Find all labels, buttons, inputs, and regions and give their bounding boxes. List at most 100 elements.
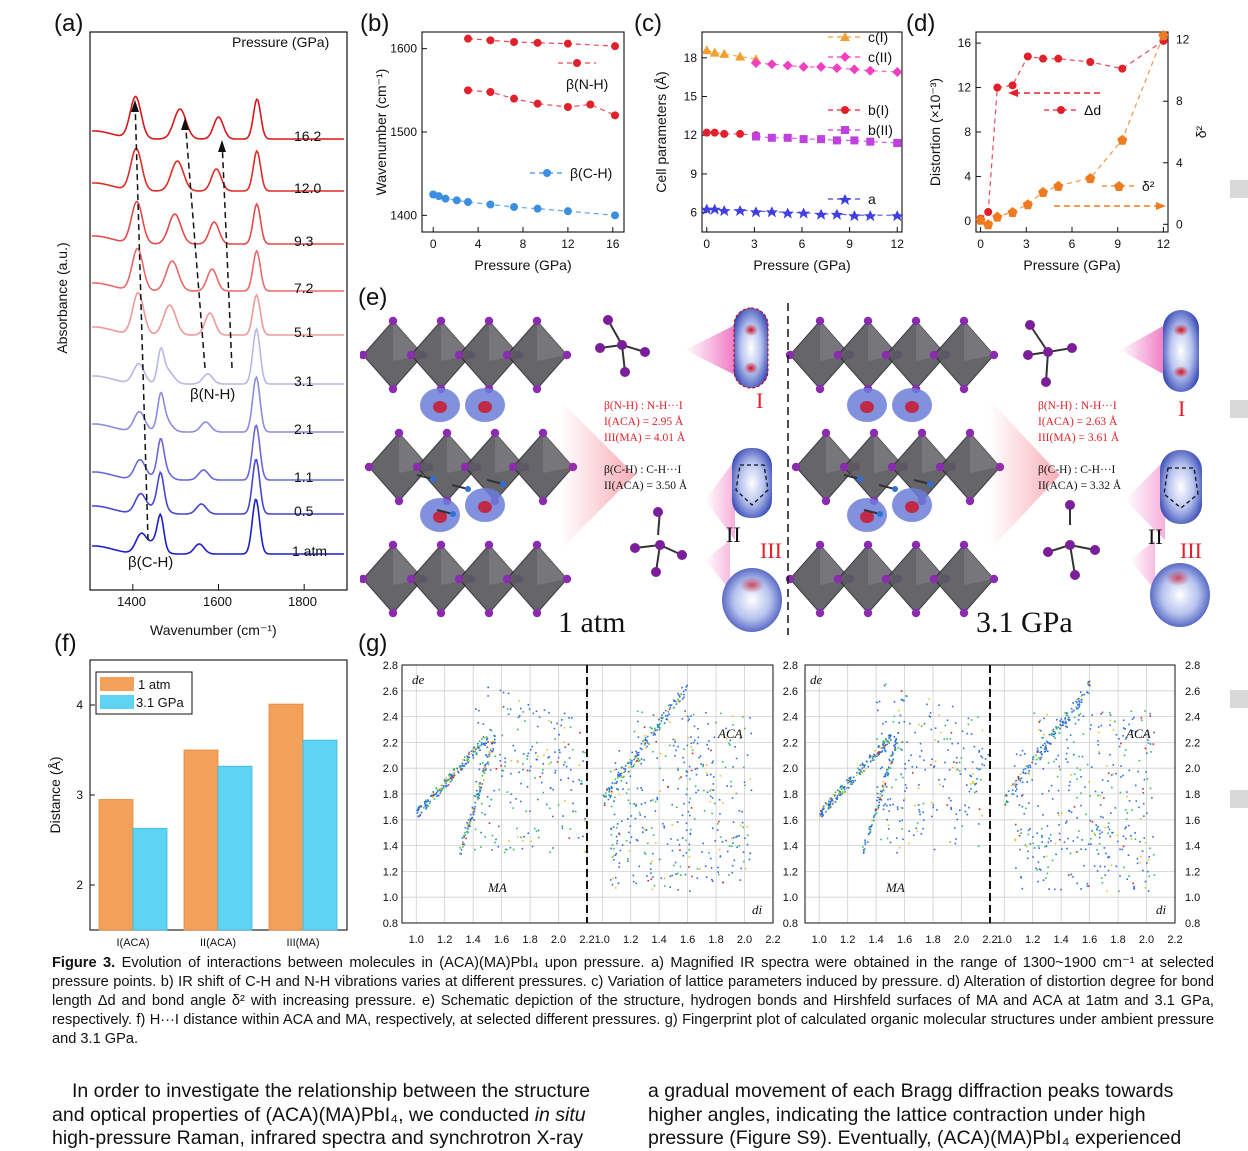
fp-point [1027, 829, 1030, 832]
fp-point [844, 791, 846, 793]
fp-point [1022, 768, 1025, 771]
body-right-line3: pressure (Figure S9). Eventually, (ACA)(… [648, 1127, 1182, 1149]
fp-point [1065, 752, 1068, 755]
fp-point [1038, 868, 1041, 870]
series-fit-line [980, 40, 1164, 220]
fp-point [1044, 750, 1047, 753]
iodide-atom [911, 316, 921, 326]
fp-point [449, 777, 452, 779]
fp-point [628, 766, 630, 768]
fp-point [898, 709, 900, 712]
fp-point [1059, 838, 1061, 841]
fp-point [878, 754, 880, 756]
fp-point [480, 786, 483, 789]
data-point [840, 52, 850, 62]
fp-point [958, 809, 961, 812]
data-point [486, 88, 495, 96]
fp-point [1077, 850, 1079, 853]
fp-point [474, 848, 476, 851]
spectrum-2.1 [92, 375, 344, 433]
fp-point [887, 734, 890, 737]
iodide-atom [508, 462, 518, 472]
fp-point [819, 815, 822, 818]
fp-point [860, 770, 863, 773]
fp-point [475, 747, 477, 749]
fp-point [1076, 701, 1078, 704]
fp-point [453, 768, 455, 771]
fp-point [838, 793, 840, 795]
fp-point [1114, 807, 1117, 809]
fp-point [1051, 859, 1054, 862]
fp-point [869, 828, 871, 831]
iodide-atom [532, 384, 542, 394]
fp-point [876, 755, 878, 757]
fp-point [922, 811, 924, 814]
fp-point [653, 732, 656, 734]
fp-point [680, 693, 683, 695]
fp-point [1053, 888, 1056, 891]
fp-point [481, 774, 484, 777]
fp-point [549, 851, 551, 854]
fp-point [905, 787, 908, 789]
fp-point [619, 773, 622, 776]
fp-point [926, 703, 928, 706]
legend-cII: c(II) [868, 49, 892, 65]
fp-point [660, 716, 663, 719]
fp-point [1058, 832, 1061, 835]
xtick-label: 12 [561, 237, 575, 251]
data-point [533, 204, 542, 213]
fp-point [1032, 756, 1034, 759]
iodide-atom [833, 574, 843, 584]
fp-point [479, 763, 482, 765]
fp-point [906, 741, 908, 743]
fp-point [651, 860, 653, 863]
fp-point [445, 777, 448, 779]
fp-point [617, 773, 619, 776]
fp-point [882, 785, 885, 788]
fp-point [1089, 685, 1091, 688]
fp-point [706, 774, 709, 776]
fp-point [1078, 755, 1080, 758]
fp-point [1054, 842, 1057, 845]
fp-point [441, 788, 444, 790]
fp-point [1126, 795, 1128, 798]
xtick-label: 0 [703, 237, 710, 251]
fp-point [522, 753, 525, 755]
fp-point [546, 748, 549, 751]
data-point [734, 205, 747, 217]
fp-point [638, 759, 641, 762]
data-point [452, 196, 461, 205]
data-point [797, 207, 810, 219]
fp-point [1142, 791, 1145, 794]
fp-point [1099, 865, 1102, 868]
fp-point [472, 813, 475, 816]
fp-point [930, 815, 933, 818]
fp-point [868, 833, 870, 836]
fp-point [864, 839, 866, 842]
fp-point [1150, 751, 1152, 753]
fp-point [886, 804, 888, 807]
fp-point [580, 780, 583, 783]
data-point [735, 51, 746, 61]
fp-point [662, 779, 665, 782]
fp-point [694, 818, 696, 820]
fp-point [1109, 724, 1111, 726]
fp-point [687, 715, 689, 718]
fp-point [494, 755, 497, 758]
fp-point [1104, 865, 1106, 868]
fp-point [742, 826, 745, 829]
spectrum-7.2 [92, 247, 344, 292]
fp-point [627, 818, 629, 820]
fp-point [749, 852, 751, 855]
right-nh-line1: β(N-H) : N-H···I [1038, 400, 1117, 412]
fp-point [1097, 794, 1099, 797]
fp-point [1032, 842, 1035, 845]
fp-point [706, 743, 708, 746]
fp-point [733, 859, 736, 862]
fp-point [689, 778, 691, 780]
ytick-label: 1500 [390, 125, 417, 139]
fp-point [944, 761, 946, 764]
fp-point [618, 866, 620, 868]
fp-point [1139, 840, 1141, 843]
fp-point [716, 823, 719, 825]
